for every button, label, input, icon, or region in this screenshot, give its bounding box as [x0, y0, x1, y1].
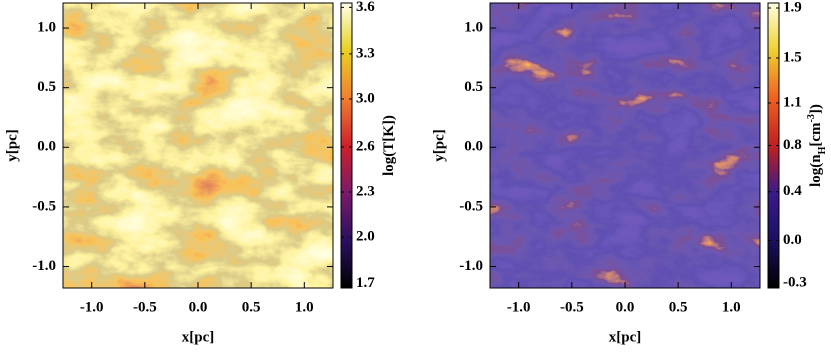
label-part: -3 — [806, 114, 817, 122]
colorbar-tick-label: 2.3 — [356, 183, 375, 199]
colorbar-tick-label: 2.6 — [356, 138, 375, 154]
colorbar-tick-label: -0.3 — [783, 274, 807, 290]
colorbar-tick-label: 1.1 — [783, 94, 802, 110]
colorbar-label: log(nH[cm-3]) — [806, 104, 828, 187]
y-tick-label: 0.0 — [37, 139, 56, 155]
map-image — [63, 3, 333, 288]
colorbar-tick-label: 1.9 — [783, 0, 802, 15]
colorbar-label: log(T[K]) — [381, 115, 397, 176]
x-axis-label: x[pc] — [182, 329, 215, 345]
x-tick-label: -1.0 — [80, 299, 104, 315]
y-axis-label: y[pc] — [4, 129, 20, 162]
y-tick-label: 0.0 — [464, 139, 483, 155]
label-part: log(T[K]) — [381, 115, 397, 176]
colorbar-tick-label: 0.8 — [783, 137, 802, 153]
colorbar-tick-label: 1.7 — [356, 275, 375, 291]
y-tick-label: -1.0 — [32, 258, 56, 274]
y-tick-label: 0.5 — [464, 79, 483, 95]
label-part: ]) — [808, 104, 824, 114]
x-tick-label: -0.5 — [133, 299, 157, 315]
colorbar-tick-label: 3.0 — [356, 90, 375, 106]
x-tick-label: 1.0 — [722, 299, 741, 315]
x-axis-label: x[pc] — [609, 329, 642, 345]
colorbar — [340, 2, 353, 289]
y-tick-label: -0.5 — [459, 198, 483, 214]
y-axis-label: y[pc] — [431, 129, 447, 162]
colorbar-tick-label: 3.6 — [356, 0, 375, 15]
x-tick-label: 0.0 — [189, 299, 208, 315]
label-part: H — [817, 146, 828, 154]
label-part: [cm — [808, 122, 824, 147]
y-tick-label: -0.5 — [32, 198, 56, 214]
x-tick-label: 0.5 — [669, 299, 688, 315]
y-tick-label: -1.0 — [459, 258, 483, 274]
y-tick-label: 0.5 — [37, 79, 56, 95]
y-tick-label: 1.0 — [37, 19, 56, 35]
colorbar-tick-label: 1.5 — [783, 49, 802, 65]
x-tick-label: 1.0 — [295, 299, 314, 315]
panel: -1.0 -0.5 0.0 0.5 1.0 -1.0 -0.5 0.0 0.5 1.0 x[pc] y… — [431, 0, 827, 345]
colorbar-tick-label: 0.4 — [783, 183, 802, 199]
panel: -1.0 -0.5 0.0 0.5 1.0 -1.0 -0.5 0.0 0.5 1.0 x[pc] y… — [4, 0, 397, 345]
x-tick-label: -1.0 — [507, 299, 531, 315]
colorbar-tick-label: 3.3 — [356, 45, 375, 61]
map-image — [490, 3, 760, 288]
y-tick-label: 1.0 — [464, 19, 483, 35]
x-tick-label: 0.0 — [616, 299, 635, 315]
colorbar-tick-label: 0.0 — [783, 232, 802, 248]
x-tick-label: -0.5 — [560, 299, 584, 315]
label-part: log(n — [808, 154, 824, 187]
colorbar-tick-label: 2.0 — [356, 229, 375, 245]
x-tick-label: 0.5 — [242, 299, 261, 315]
